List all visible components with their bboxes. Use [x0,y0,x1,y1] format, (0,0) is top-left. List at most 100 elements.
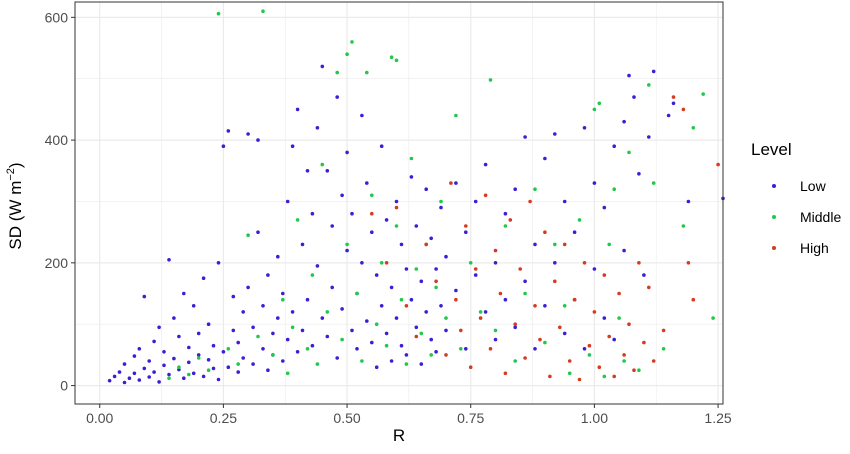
point-low [360,113,364,118]
point-low [132,354,137,358]
point-low [325,334,330,339]
point-middle [226,347,231,351]
point-low [157,325,161,330]
point-low [266,273,270,277]
point-low [513,187,517,191]
point-high [617,291,621,296]
point-low [454,288,458,293]
point-low [236,370,240,374]
point-low [251,325,255,330]
point-middle [379,261,384,265]
point-middle [389,55,394,59]
point-low [642,273,646,277]
point-low [330,224,335,228]
point-low [370,230,374,234]
point-low [553,132,557,136]
point-middle [271,353,275,357]
x-tick-label: 0.00 [86,410,113,426]
point-high [642,340,646,345]
y-tick-label: 400 [45,132,69,148]
point-middle [592,107,597,112]
point-high [444,353,448,357]
point-low [211,366,216,371]
point-low [414,325,419,330]
point-low [409,297,414,302]
point-low [285,337,290,342]
point-middle [340,337,344,342]
point-middle [325,310,330,314]
point-middle [622,359,626,363]
point-high [647,285,651,290]
point-high [716,162,720,167]
point-middle [488,78,493,82]
legend-key-high [772,246,776,250]
point-high [478,316,483,320]
grid-layer [75,2,723,404]
point-middle [409,156,414,161]
point-low [206,322,211,327]
point-low [187,360,191,365]
point-low [602,316,607,320]
point-low [122,362,127,366]
point-low [201,374,206,379]
point-middle [419,331,424,336]
point-middle [577,218,582,222]
point-low [389,285,394,290]
point-low [399,242,404,247]
point-low [473,199,478,204]
point-high [464,224,468,228]
point-high [582,261,587,265]
point-low [464,347,468,351]
point-low [172,356,176,361]
point-middle [587,353,592,357]
point-low [152,370,156,374]
point-middle [404,362,409,366]
point-low [686,199,691,204]
point-low [167,258,171,262]
point-middle [429,353,434,357]
point-low [350,211,354,216]
x-tick-label: 1.00 [581,410,608,426]
point-high [434,279,438,284]
point-high [449,181,453,185]
point-low [137,378,142,382]
point-low [424,187,429,191]
point-low [132,371,137,376]
point-low [216,261,221,265]
point-low [266,368,270,373]
point-middle [187,372,191,377]
point-high [686,261,691,265]
legend-label-low: Low [800,178,827,194]
point-low [365,181,369,185]
point-low [152,339,156,344]
point-high [651,359,656,363]
x-tick-label: 0.75 [457,410,484,426]
point-low [261,304,265,308]
point-low [315,126,320,130]
point-low [345,150,349,155]
point-high [414,334,419,339]
point-middle [651,181,656,185]
point-low [622,119,626,124]
point-low [379,144,384,148]
point-low [256,230,260,234]
point-high [528,199,532,204]
point-low [365,319,369,323]
point-low [562,199,567,204]
point-middle [647,83,651,87]
y-axis-title-superscript: −2 [5,168,17,181]
point-middle [355,291,359,296]
point-middle [612,187,616,191]
point-high [681,107,686,112]
point-high [488,347,493,351]
point-high [384,261,389,265]
point-high [558,325,562,330]
point-low [582,347,587,351]
point-low [320,316,325,320]
point-middle [206,368,211,373]
point-low [305,297,310,302]
point-middle [681,224,686,228]
point-low [350,328,354,333]
point-high [394,205,399,210]
point-low [137,347,142,351]
